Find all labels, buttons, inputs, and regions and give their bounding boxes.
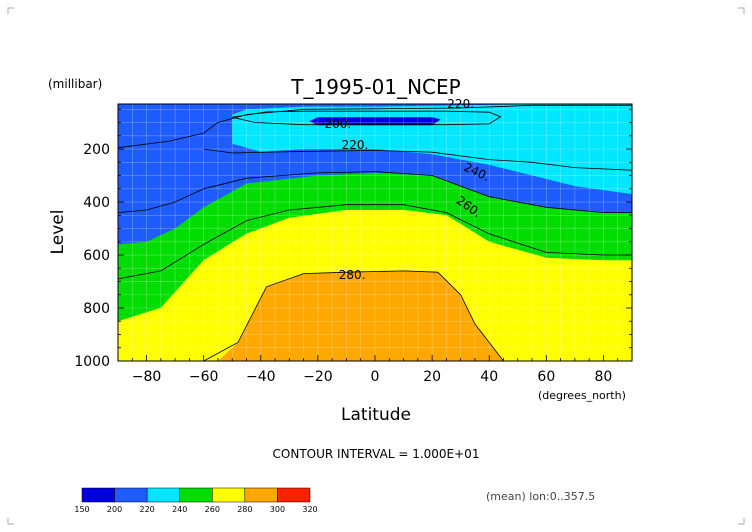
x-tick-label: 80 (595, 369, 613, 385)
colorbar-swatch (277, 487, 311, 503)
corner-mark (7, 7, 14, 14)
x-tick-label: −20 (303, 369, 333, 385)
corner-mark (7, 518, 14, 525)
x-ticks: −80 −60 −40 −20 0 20 40 60 80 (117, 355, 633, 385)
x-tick-label: 20 (423, 369, 441, 385)
colorbar-swatch (179, 487, 213, 503)
isotherm-t240 (117, 171, 632, 214)
colorbar-label: 200 (107, 505, 122, 514)
x-tick-label: −80 (132, 369, 162, 385)
colorbar-swatch (146, 487, 180, 503)
contour-label: 220. (342, 138, 369, 152)
corner-mark (738, 518, 745, 525)
isotherm-t260 (117, 204, 632, 280)
y-tick-label: 1000 (74, 354, 110, 370)
colorbar-label: 240 (172, 505, 187, 514)
contour-interval-note: CONTOUR INTERVAL = 1.000E+01 (273, 447, 480, 461)
x-tick-label: −40 (246, 369, 276, 385)
colorbar-label: 280 (237, 505, 252, 514)
isotherm-t200 (232, 110, 502, 126)
contour-fill-150 (309, 117, 441, 126)
chart-title: T_1995-01_NCEP (290, 75, 460, 99)
contour-fill-220 (232, 104, 632, 195)
colorbar-label: 220 (140, 505, 155, 514)
y-unit: (millibar) (48, 77, 102, 91)
contour-lines (117, 104, 633, 362)
colorbar-label: 260 (205, 505, 220, 514)
colorbar-label: 300 (270, 505, 285, 514)
contour-label: 280. (339, 268, 366, 282)
contour-fill-280 (217, 270, 504, 361)
colorbar-swatch (244, 487, 278, 503)
y-tick-label: 400 (83, 195, 110, 211)
x-axis-label: Latitude (341, 405, 411, 425)
y-axis-label: Level (48, 210, 68, 255)
colorbar-swatch (114, 487, 148, 503)
colorbar-label: 150 (74, 505, 89, 514)
y-tick-label: 800 (83, 301, 110, 317)
contour-label: 200. (325, 117, 352, 131)
isotherm-t220_hi (203, 148, 633, 171)
isotherm-t220_top (117, 104, 632, 149)
x-tick-label: −60 (189, 369, 219, 385)
y-tick-label: 200 (83, 142, 110, 158)
colorbar: 150 200 220 240 260 280 300 320 (74, 487, 318, 514)
contour-fills (118, 104, 632, 361)
y-ticks: 200 400 600 800 1000 (74, 108, 632, 370)
x-tick-label: 40 (480, 369, 498, 385)
colorbar-swatch (212, 487, 246, 503)
corner-mark (738, 7, 745, 14)
x-unit: (degrees_north) (538, 389, 626, 402)
x-tick-label: 60 (537, 369, 555, 385)
isotherm-t280 (203, 270, 504, 362)
y-tick-label: 600 (83, 248, 110, 264)
x-tick-label: 0 (371, 369, 380, 385)
mean-note: (mean) lon:0..357.5 (486, 490, 595, 503)
colorbar-swatch (81, 487, 115, 503)
colorbar-label: 320 (302, 505, 317, 514)
